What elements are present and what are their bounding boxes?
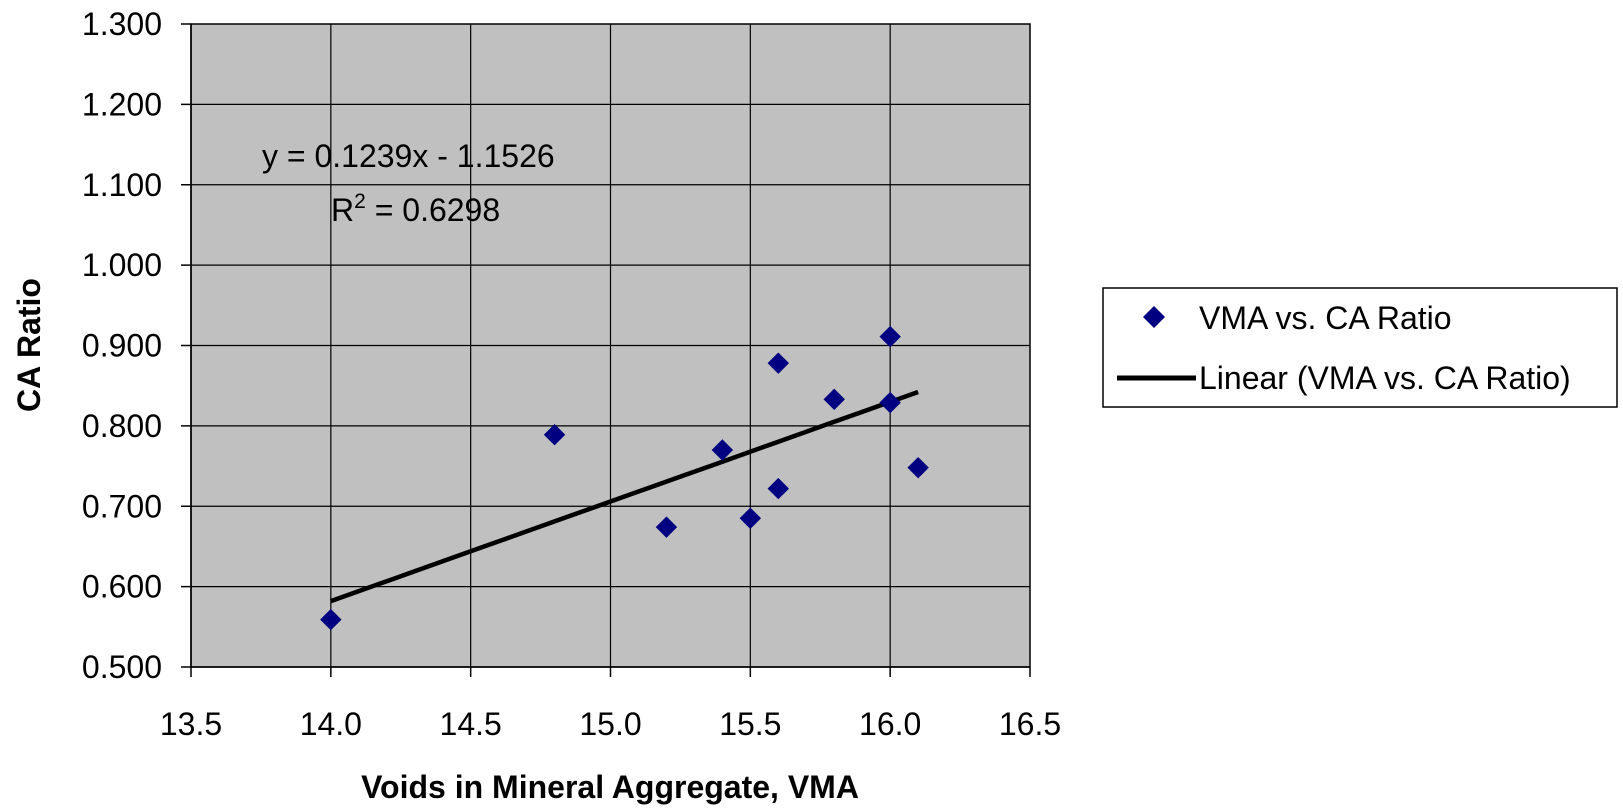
y-tick-label: 1.000 [82,247,162,283]
legend-series-label: VMA vs. CA Ratio [1199,300,1452,336]
y-tick-label: 1.100 [82,167,162,203]
x-axis-title: Voids in Mineral Aggregate, VMA [361,769,859,805]
data-point [879,325,901,348]
x-tick-label: 14.5 [440,706,502,742]
x-tick-label: 14.0 [300,706,362,742]
y-tick-label: 0.800 [82,408,162,444]
x-tick-label: 16.5 [999,706,1061,742]
data-points [320,325,929,631]
data-point [767,477,790,500]
data-point [879,391,901,414]
x-tick-labels: 13.5 14.0 14.5 15.0 15.5 16.0 16.5 [160,706,1061,742]
legend-trendline-label: Linear (VMA vs. CA Ratio) [1199,360,1571,396]
x-tick-label: 16.0 [859,706,921,742]
data-point [907,456,929,479]
data-point [320,608,342,631]
y-tick-label: 0.700 [82,488,162,524]
y-tick-labels: 0.500 0.600 0.700 0.800 0.900 1.000 1.100 1.200… [82,6,162,685]
y-tick-label: 0.900 [82,328,162,364]
x-tick-label: 13.5 [160,706,222,742]
x-tick-label: 15.5 [719,706,781,742]
data-point [543,424,566,446]
y-tick-label: 0.600 [82,569,162,605]
trendline-equation: y = 0.1239x - 1.1526 [262,138,555,174]
legend-box [1102,287,1618,408]
y-tick-label: 1.300 [82,6,162,42]
y-tick-label: 0.500 [82,649,162,685]
axes [181,23,1031,677]
data-point [655,516,678,538]
gridlines [191,24,1030,667]
y-tick-label: 1.200 [82,86,162,122]
legend: VMA vs. CA Ratio Linear (VMA vs. CA Rati… [1102,287,1618,408]
y-axis-title: CA Ratio [11,278,47,412]
data-point [767,352,790,374]
data-point [823,388,845,411]
r-squared-label: R2 = 0.6298 [331,190,500,228]
data-point [711,439,734,461]
legend-diamond-marker [1143,306,1165,328]
trendline [330,389,919,604]
data-point [739,507,762,530]
x-tick-label: 15.0 [579,706,641,742]
